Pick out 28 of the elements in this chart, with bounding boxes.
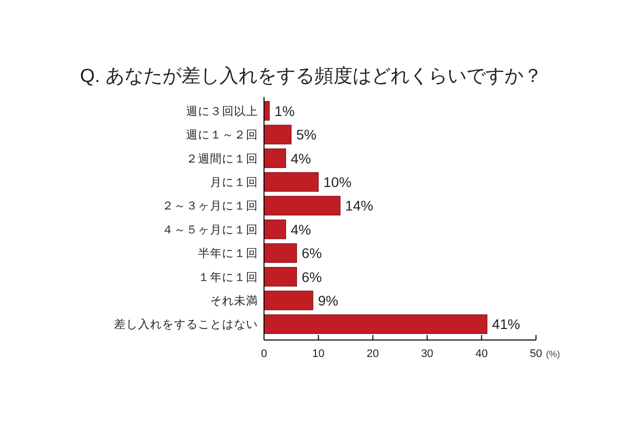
y-tick-label: １年に１回 [198,270,258,284]
y-tick-label: ４～５ヶ月に１回 [162,223,258,236]
data-label: 1% [274,102,295,119]
data-label: 14% [345,198,374,214]
x-tick-label: 30 [421,348,434,360]
y-tick-label: 半年に１回 [198,247,258,260]
y-tick-label: 週に３回以上 [186,104,258,118]
data-label: 6% [302,245,322,262]
y-tick-label: 月に１回 [210,176,258,189]
y-tick-label: ２～３ヶ月に１回 [162,200,258,213]
x-tick-label: 40 [475,348,488,360]
data-label: 9% [318,292,338,308]
x-tick-label: 10 [312,348,325,360]
data-label: 10% [323,174,352,190]
y-tick-label: 週に１～２回 [186,128,258,142]
x-tick-label: 20 [366,348,379,360]
chart-title: Q. あなたが差し入れをする頻度はどれくらいですか？ [80,65,542,87]
x-tick-label: 0 [260,348,268,360]
data-label: 6% [302,268,322,285]
y-tick-label: それ未満 [210,294,258,308]
data-label: 4% [290,221,311,238]
y-tick-label: 差し入れをすることはない [114,317,258,332]
x-axis-title: (%) [546,349,560,359]
x-tick-label: 50 [530,348,542,360]
data-label: 4% [290,150,311,166]
data-label: 5% [296,126,316,143]
y-tick-label: ２週間に１回 [186,152,258,166]
data-label: 41% [492,316,520,332]
